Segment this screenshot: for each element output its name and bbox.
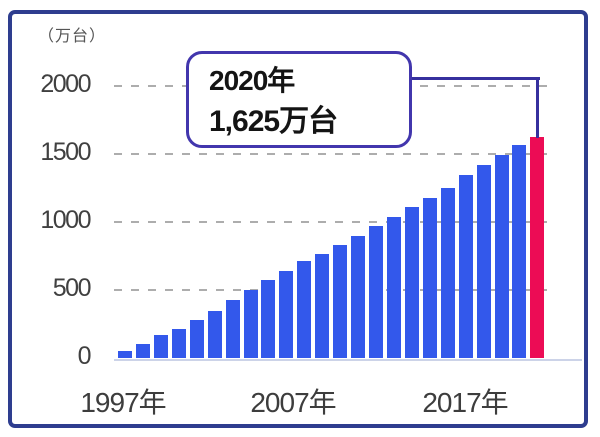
bar-2000: [171, 328, 186, 358]
bar-2010: [351, 235, 366, 358]
x-axis-label-2: 2007年: [250, 387, 336, 418]
callout-connector-vertical-line: [536, 77, 539, 138]
bar-2008: [315, 253, 330, 358]
bar-2011: [369, 226, 384, 358]
bar-2019: [512, 145, 527, 358]
gridline-1000: [114, 221, 547, 223]
y-axis-tick-1500: 1500: [40, 138, 91, 166]
bar-1999: [153, 334, 168, 358]
callout-connector-horizontal-line: [410, 77, 540, 80]
y-axis-unit-label: （万台）: [38, 28, 107, 45]
bar-2016: [458, 175, 473, 358]
bar-2001: [189, 319, 204, 358]
bar-2012: [386, 216, 401, 358]
value-callout: 2020年 1,625万台: [186, 51, 412, 148]
bar-2007: [297, 261, 312, 358]
y-axis-tick-500: 500: [52, 274, 92, 302]
y-axis-tick-0: 0: [77, 342, 92, 370]
bar-2003: [225, 300, 240, 358]
y-axis-tick-2000: 2000: [40, 70, 91, 98]
bar-2002: [207, 311, 222, 358]
bar-1998: [135, 344, 150, 358]
gridline-500: [114, 289, 547, 291]
bar-1997: [118, 350, 132, 358]
x-axis-label-1: 1997年: [80, 387, 166, 418]
bar-2006: [279, 270, 294, 358]
bar-2009: [333, 245, 348, 358]
bar-2017: [476, 164, 491, 358]
bar-2013: [404, 207, 419, 358]
x-axis-label-3: 2017年: [422, 387, 508, 418]
bar-2018: [494, 155, 509, 358]
x-axis-baseline: [114, 359, 582, 361]
gridline-1500: [114, 153, 547, 155]
callout-year-text: 2020年: [209, 65, 295, 96]
y-axis-tick-1000: 1000: [40, 206, 91, 234]
callout-value-text: 1,625万台: [209, 105, 338, 138]
bar-2004: [243, 290, 258, 358]
bar-highlighted-2020: [530, 137, 545, 358]
bar-2014: [422, 197, 437, 358]
bar-2005: [261, 280, 276, 358]
bar-2015: [440, 188, 455, 358]
